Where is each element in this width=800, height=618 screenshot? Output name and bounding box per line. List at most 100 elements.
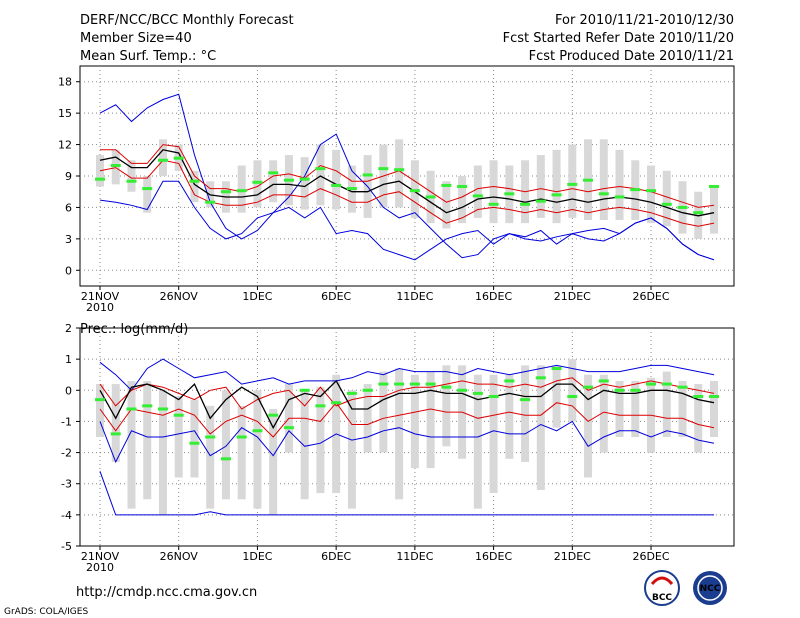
spread-box xyxy=(379,371,388,453)
forecast-marker xyxy=(646,382,657,386)
forecast-marker xyxy=(378,167,389,171)
spread-box xyxy=(568,144,577,218)
x-tick-label: 21NOV xyxy=(81,290,120,303)
header-forecast-period: For 2010/11/21-2010/12/30 xyxy=(555,13,734,28)
x-tick-label: 26NOV xyxy=(160,550,199,563)
forecast-marker xyxy=(299,388,310,392)
forecast-marker xyxy=(362,173,373,177)
spread-box xyxy=(253,390,262,509)
spread-box xyxy=(363,384,372,453)
series-max-line xyxy=(99,358,715,392)
spread-box xyxy=(489,160,498,224)
spread-box xyxy=(316,387,325,494)
x-year-label: 2010 xyxy=(86,561,114,574)
forecast-marker xyxy=(488,202,499,206)
spread-box xyxy=(552,365,561,428)
x-tick-label: 16DEC xyxy=(475,550,512,563)
series-upper-line xyxy=(99,377,715,410)
y-tick-label: 0 xyxy=(65,264,72,277)
forecast-marker xyxy=(126,179,137,183)
forecast-marker xyxy=(268,171,279,175)
forecast-marker xyxy=(646,189,657,193)
series-max-line xyxy=(99,93,715,261)
spread-box xyxy=(410,374,419,469)
spread-box xyxy=(536,365,545,490)
x-tick-label: 1DEC xyxy=(242,550,272,563)
series-mean-line xyxy=(99,149,715,217)
y-tick-label: 15 xyxy=(58,107,72,120)
x-tick-label: 16DEC xyxy=(475,290,512,303)
forecast-marker xyxy=(630,188,641,192)
spread-box xyxy=(662,371,671,437)
spread-box xyxy=(489,374,498,494)
forecast-marker xyxy=(409,189,420,193)
forecast-marker xyxy=(472,194,483,198)
spread-box xyxy=(694,384,703,453)
y-tick-label: 12 xyxy=(58,139,72,152)
spread-box xyxy=(631,380,640,437)
forecast-marker xyxy=(425,382,436,386)
spread-box xyxy=(599,139,608,220)
bcc-logo: BCC xyxy=(644,570,680,606)
spread-box xyxy=(221,390,230,500)
spread-box xyxy=(300,157,309,210)
ncc-logo-text: NCC xyxy=(700,584,721,594)
forecast-marker xyxy=(189,441,200,445)
forecast-marker xyxy=(441,385,452,389)
forecast-marker xyxy=(299,177,310,181)
bcc-logo-text: BCC xyxy=(652,593,672,603)
y-tick-label: -5 xyxy=(61,540,72,553)
spread-box xyxy=(237,405,246,500)
forecast-marker xyxy=(409,382,420,386)
series-lower-line xyxy=(99,159,715,227)
spread-box xyxy=(316,144,325,206)
spread-box xyxy=(347,390,356,509)
forecast-marker xyxy=(504,192,515,196)
x-tick-label: 21DEC xyxy=(554,290,591,303)
x-tick-label: 6DEC xyxy=(321,290,351,303)
forecast-marker xyxy=(457,388,468,392)
forecast-marker xyxy=(142,404,153,408)
spread-box xyxy=(300,390,309,500)
header-start-date: Fcst Started Refer Date 2010/11/20 xyxy=(503,31,734,46)
forecast-marker xyxy=(394,382,405,386)
spread-box xyxy=(458,176,467,224)
forecast-marker xyxy=(614,388,625,392)
forecast-marker xyxy=(614,195,625,199)
forecast-marker xyxy=(95,398,105,402)
forecast-marker xyxy=(173,413,184,417)
precipitation-chart: 21NOV 26NOV 1DEC 6DEC 11DEC 16DEC 21DEC 26DEC20… xyxy=(61,322,735,574)
spread-box xyxy=(710,380,718,437)
forecast-marker xyxy=(236,435,247,439)
series-upper-line xyxy=(100,144,715,208)
forecast-marker xyxy=(346,187,357,191)
forecast-marker xyxy=(157,158,168,162)
x-tick-label: 1DEC xyxy=(242,290,272,303)
spread-box xyxy=(395,139,404,208)
x-tick-label: 11DEC xyxy=(396,550,433,563)
spread-box xyxy=(442,365,451,447)
forecast-marker xyxy=(551,366,562,370)
forecast-marker xyxy=(567,182,578,186)
spread-box xyxy=(174,396,183,478)
spread-box xyxy=(395,368,404,500)
forecast-marker xyxy=(252,429,263,433)
footer-url[interactable]: http://cmdp.ncc.cma.gov.cn xyxy=(76,585,257,600)
forecast-marker xyxy=(315,404,326,408)
x-year-label: 2010 xyxy=(86,301,114,314)
header-title: DERF/NCC/BCC Monthly Forecast xyxy=(80,13,294,28)
spread-box xyxy=(158,139,167,176)
forecast-marker xyxy=(95,177,105,181)
forecast-marker xyxy=(378,382,389,386)
forecast-marker xyxy=(346,391,357,395)
series-mean-line xyxy=(99,379,715,430)
forecast-marker xyxy=(157,407,168,411)
forecast-marker xyxy=(598,192,609,196)
series-min-line xyxy=(99,180,715,261)
ncc-logo: NCC xyxy=(693,571,727,605)
forecast-marker xyxy=(535,376,546,380)
forecast-marker xyxy=(362,388,373,392)
spread-box xyxy=(505,374,514,459)
spread-box xyxy=(190,170,199,203)
forecast-marker xyxy=(205,200,216,204)
